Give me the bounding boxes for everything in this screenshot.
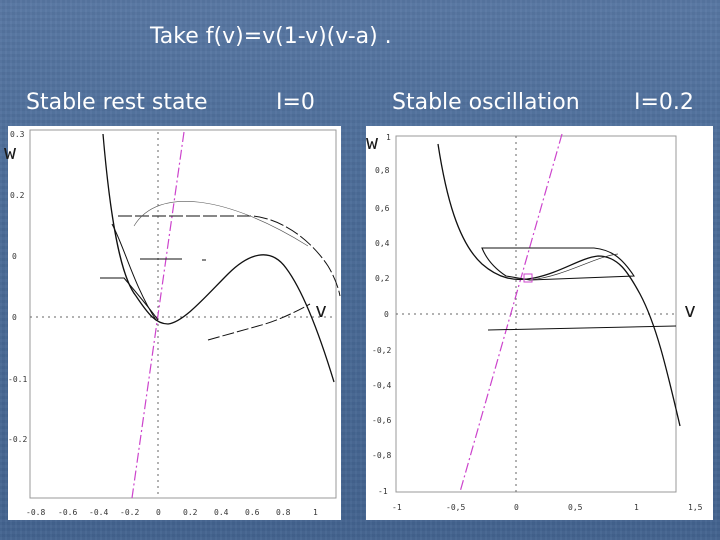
label-stable-oscillation: Stable oscillation <box>392 90 580 115</box>
right-ytick-4: 0,2 <box>375 274 390 283</box>
slide-title: Take f(v)=v(1-v)(v-a) . <box>150 24 392 49</box>
left-plot-frame <box>29 129 337 499</box>
right-limit-cycle <box>481 247 636 281</box>
right-ytick-3: 0,4 <box>375 239 390 248</box>
right-ytick-1: 0,8 <box>375 166 390 175</box>
left-xtick-0: -0.8 <box>26 508 45 517</box>
right-v-nullcline <box>437 143 681 427</box>
right-xlabel: v <box>684 298 697 322</box>
left-xtick-9: 1 <box>313 508 318 517</box>
left-phase-plane-svg: 0.3 0.2 0 0 -0.1 -0.2 -0.8 -0.6 -0.4 -0.… <box>8 129 341 517</box>
left-trajectory-right <box>207 303 311 341</box>
left-ytick-3: 0 <box>12 313 17 322</box>
left-xlabel: v <box>315 298 328 322</box>
left-ytick-5: -0.2 <box>8 435 27 444</box>
left-ytick-4: -0.1 <box>8 375 27 384</box>
label-i-zero: I=0 <box>276 90 315 115</box>
right-xtick-3: 0,5 <box>568 503 583 512</box>
left-xtick-4: 0 <box>156 508 161 517</box>
right-xtick-2: 0 <box>514 503 519 512</box>
right-ytick-6: -0,2 <box>372 346 391 355</box>
right-phase-plane: 1 0,8 0,6 0,4 0,2 0 -0,2 -0,4 -0,6 -0,8 … <box>366 126 713 520</box>
left-trajectory-thin <box>133 201 309 247</box>
left-xtick-7: 0.6 <box>245 508 260 517</box>
left-phase-plane: 0.3 0.2 0 0 -0.1 -0.2 -0.8 -0.6 -0.4 -0.… <box>8 126 341 520</box>
left-v-nullcline <box>102 133 335 383</box>
left-xtick-2: -0.4 <box>89 508 108 517</box>
right-trajectory-bottom <box>487 325 677 331</box>
right-ytick-10: -1 <box>378 487 388 496</box>
left-xtick-3: -0.2 <box>120 508 139 517</box>
label-stable-rest-state: Stable rest state <box>26 90 208 115</box>
right-phase-plane-svg: 1 0,8 0,6 0,4 0,2 0 -0,2 -0,4 -0,6 -0,8 … <box>372 133 703 512</box>
left-trajectory-left <box>111 223 157 321</box>
label-i-point-two: I=0.2 <box>634 90 694 115</box>
right-xtick-5: 1,5 <box>688 503 703 512</box>
right-ytick-0: 1 <box>386 133 391 142</box>
left-trajectory-upper <box>118 215 341 297</box>
left-xtick-1: -0.6 <box>58 508 77 517</box>
left-xtick-5: 0.2 <box>183 508 198 517</box>
right-ylabel: w <box>366 130 379 154</box>
right-ytick-2: 0,6 <box>375 204 390 213</box>
right-xtick-4: 1 <box>634 503 639 512</box>
right-xtick-1: -0,5 <box>446 503 465 512</box>
left-trajectory-lower <box>100 277 159 321</box>
left-ylabel: w <box>4 140 17 164</box>
right-xtick-0: -1 <box>392 503 402 512</box>
left-xtick-8: 0.8 <box>276 508 291 517</box>
right-ytick-7: -0,4 <box>372 381 391 390</box>
left-ytick-1: 0.2 <box>10 191 25 200</box>
left-xtick-6: 0.4 <box>214 508 229 517</box>
right-w-nullcline <box>459 133 563 493</box>
right-equilibrium-marker <box>523 273 533 283</box>
right-trajectory-inner <box>529 253 619 281</box>
left-ytick-0: 0.3 <box>10 130 25 139</box>
left-w-nullcline <box>131 131 185 499</box>
right-ytick-5: 0 <box>384 310 389 319</box>
right-ytick-8: -0,6 <box>372 416 391 425</box>
right-ytick-9: -0,8 <box>372 451 391 460</box>
left-ytick-2: 0 <box>12 252 17 261</box>
